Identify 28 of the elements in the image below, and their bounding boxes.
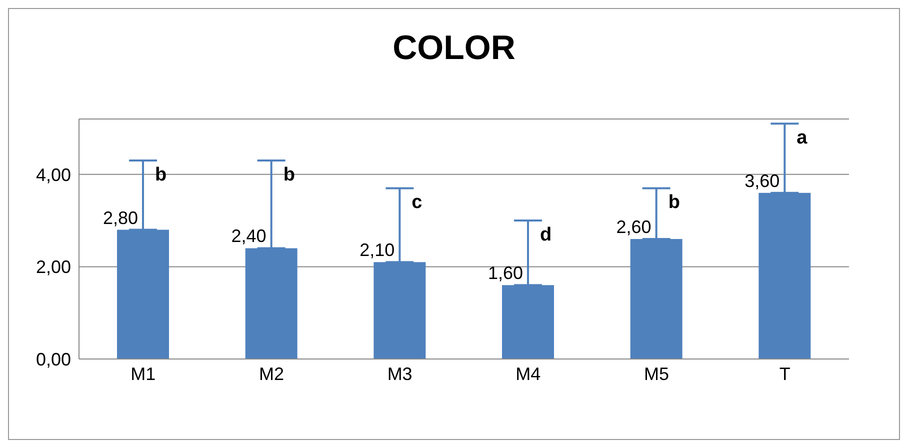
annotation: b: [283, 164, 295, 186]
data-label: 2,40: [231, 226, 266, 246]
bar: [117, 230, 169, 359]
x-tick-label: M4: [516, 364, 541, 384]
chart-title: COLOR: [392, 29, 516, 69]
data-label: 2,10: [360, 240, 395, 260]
y-tick-label: 2,00: [36, 257, 71, 278]
annotation: b: [668, 192, 680, 214]
x-tick-label: M2: [258, 364, 284, 384]
annotation: c: [412, 192, 423, 214]
data-label: 3,60: [744, 170, 780, 191]
bar: [502, 285, 554, 359]
x-tick-label: M3: [387, 364, 412, 384]
bar: [758, 192, 811, 359]
annotation: a: [796, 128, 808, 149]
y-tick-label: 0,00: [36, 349, 71, 370]
data-label: 2,80: [102, 208, 138, 228]
x-tick-label: M1: [130, 364, 156, 384]
y-tick-label: 4,00: [36, 164, 71, 185]
x-tick-label: M5: [644, 364, 670, 384]
annotation: b: [155, 164, 167, 186]
data-label: 1,60: [488, 263, 523, 284]
annotation: d: [540, 224, 552, 246]
data-label: 2,60: [616, 217, 652, 237]
x-tick-label: T: [779, 364, 790, 384]
bar: [374, 262, 426, 359]
bar: [245, 248, 298, 359]
bar: [630, 239, 682, 359]
